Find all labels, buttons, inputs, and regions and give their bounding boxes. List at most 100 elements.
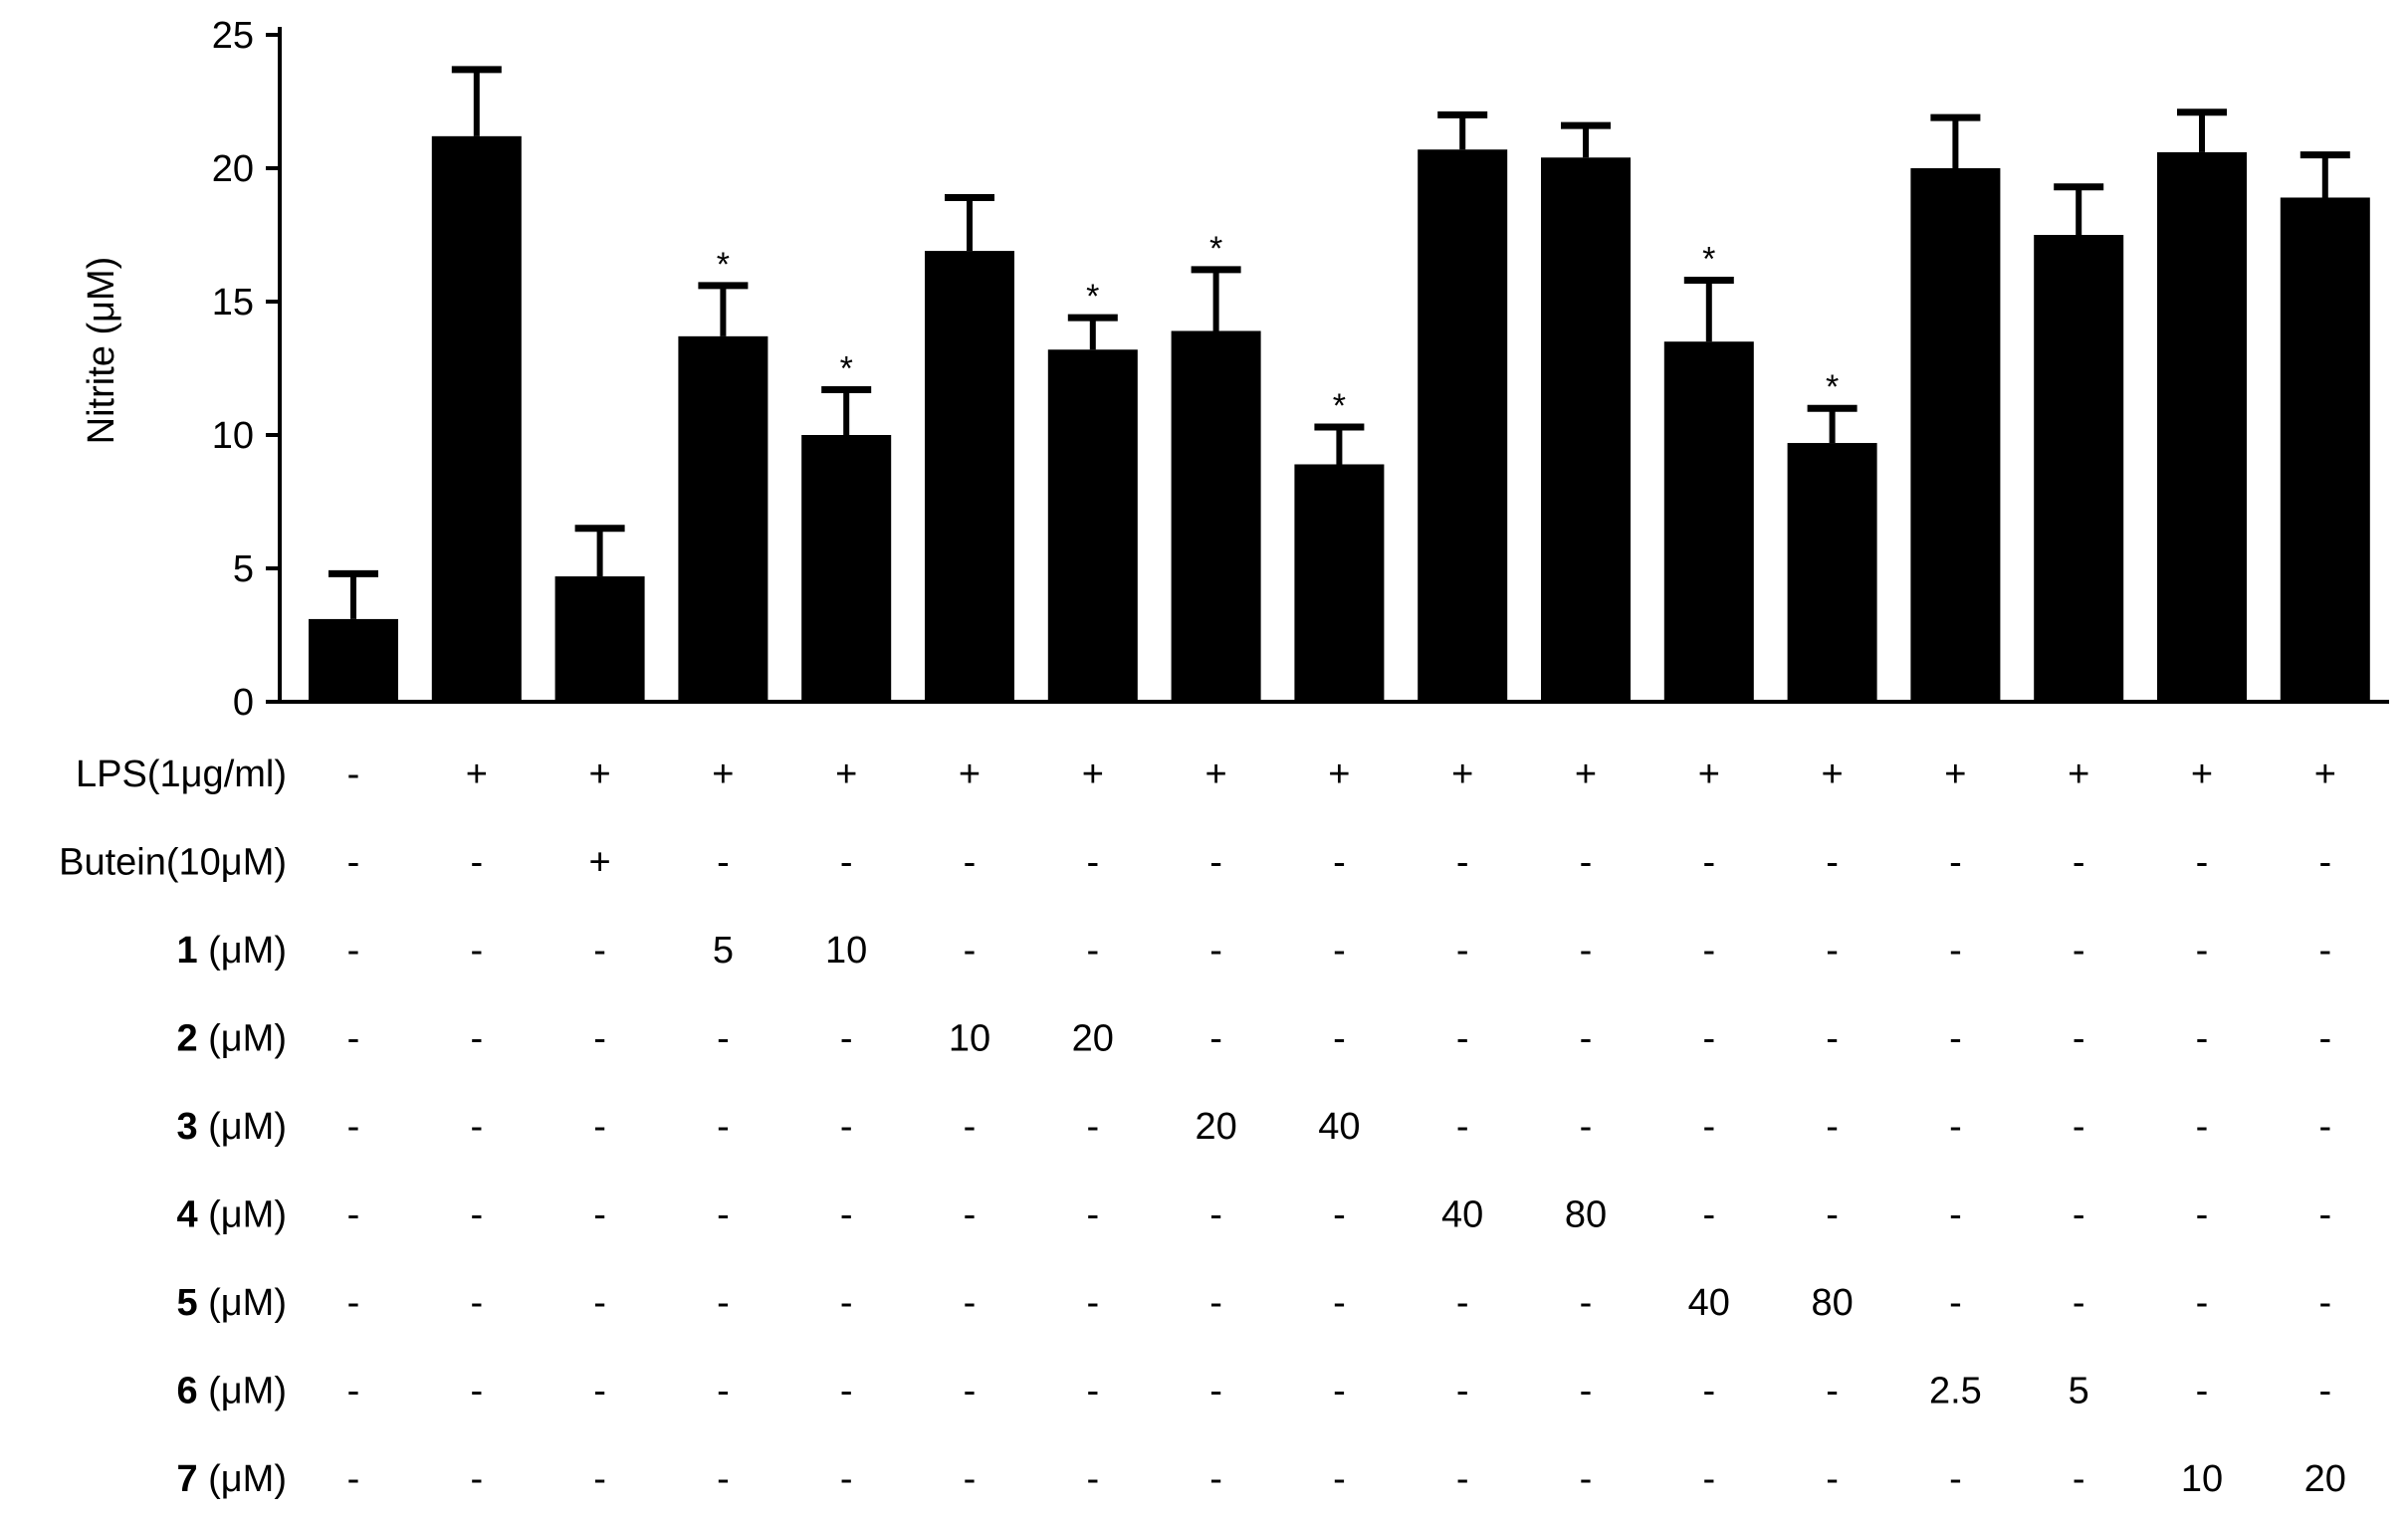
cell-r5-c6: - <box>1086 1194 1099 1236</box>
cell-r1-c12: - <box>1826 842 1839 884</box>
cell-r1-c3: - <box>717 842 730 884</box>
cell-r6-c5: - <box>964 1282 977 1324</box>
cell-r1-c4: - <box>840 842 853 884</box>
bar-2 <box>554 576 645 702</box>
cell-r8-c10: - <box>1580 1458 1593 1500</box>
cell-r0-c13: + <box>1944 754 1966 795</box>
row-label-text-6: (μM) <box>198 1282 287 1324</box>
significance-star-12: * <box>1826 368 1839 406</box>
significance-star-4: * <box>840 349 853 387</box>
cell-r0-c9: + <box>1451 754 1473 795</box>
cell-r0-c5: + <box>959 754 981 795</box>
row-label-6: 5 (μM) <box>176 1282 287 1324</box>
condition-table: LPS(1μg/ml) - + + + + + + + + + + + + + + + + Butein(10μM)… <box>59 754 2346 1500</box>
row-label-text-5: (μM) <box>198 1194 287 1236</box>
cell-r3-c14: - <box>2073 1018 2085 1060</box>
cell-r7-c13: 2.5 <box>1929 1371 1982 1412</box>
cell-r5-c10: 80 <box>1565 1194 1607 1236</box>
row-label-text-0: LPS(1μg/ml) <box>76 754 287 795</box>
cell-r5-c9: 40 <box>1441 1194 1483 1236</box>
cell-r7-c1: - <box>470 1371 483 1412</box>
cell-r6-c15: - <box>2196 1282 2209 1324</box>
chart-error-bars <box>328 66 2350 619</box>
significance-star-7: * <box>1209 230 1222 268</box>
cell-r2-c6: - <box>1086 930 1099 972</box>
cell-r1-c7: - <box>1209 842 1222 884</box>
cell-r5-c2: - <box>593 1194 606 1236</box>
cell-r3-c15: - <box>2196 1018 2209 1060</box>
significance-star-6: * <box>1086 278 1099 316</box>
cell-r5-c11: - <box>1702 1194 1715 1236</box>
cell-r3-c11: - <box>1702 1018 1715 1060</box>
cell-r0-c4: + <box>835 754 857 795</box>
cell-r6-c10: - <box>1580 1282 1593 1324</box>
cell-r3-c6: 20 <box>1072 1018 1114 1060</box>
cell-r7-c5: - <box>964 1371 977 1412</box>
significance-star-11: * <box>1702 241 1715 279</box>
cell-r8-c12: - <box>1826 1458 1839 1500</box>
row-label-number-5: 4 <box>176 1194 197 1236</box>
cell-r8-c14: - <box>2073 1458 2085 1500</box>
row-label-3: 2 (μM) <box>176 1018 287 1060</box>
cell-r8-c8: - <box>1333 1458 1346 1500</box>
row-label-number-6: 5 <box>176 1282 197 1324</box>
cell-r4-c12: - <box>1826 1106 1839 1148</box>
bar-0 <box>309 618 398 702</box>
bar-8 <box>1294 464 1385 702</box>
cell-r8-c3: - <box>717 1458 730 1500</box>
cell-r2-c7: - <box>1209 930 1222 972</box>
row-label-text-2: (μM) <box>198 930 287 972</box>
cell-r2-c15: - <box>2196 930 2209 972</box>
cell-r1-c11: - <box>1702 842 1715 884</box>
cell-r6-c2: - <box>593 1282 606 1324</box>
cell-r5-c16: - <box>2318 1194 2331 1236</box>
cell-r8-c2: - <box>593 1458 606 1500</box>
cell-r0-c8: + <box>1328 754 1350 795</box>
cell-r2-c14: - <box>2073 930 2085 972</box>
cell-r6-c12: 80 <box>1811 1282 1853 1324</box>
cell-r7-c10: - <box>1580 1371 1593 1412</box>
cell-r8-c16: 20 <box>2304 1458 2346 1500</box>
cell-r5-c8: - <box>1333 1194 1346 1236</box>
bar-10 <box>1541 157 1631 702</box>
cell-r4-c15: - <box>2196 1106 2209 1148</box>
bar-4 <box>801 435 892 702</box>
cell-r8-c11: - <box>1702 1458 1715 1500</box>
y-tick-label-0: 0 <box>233 682 254 724</box>
cell-r3-c9: - <box>1456 1018 1469 1060</box>
cell-r2-c12: - <box>1826 930 1839 972</box>
row-label-2: 1 (μM) <box>176 930 287 972</box>
cell-r3-c12: - <box>1826 1018 1839 1060</box>
cell-r6-c1: - <box>470 1282 483 1324</box>
cell-r1-c14: - <box>2073 842 2085 884</box>
cell-r4-c7: 20 <box>1195 1106 1236 1148</box>
y-tick-label-2: 10 <box>212 415 254 457</box>
bar-14 <box>2034 235 2124 702</box>
y-axis-title: Nitrite (μM) <box>81 257 122 445</box>
cell-r6-c8: - <box>1333 1282 1346 1324</box>
cell-r2-c8: - <box>1333 930 1346 972</box>
cell-r3-c4: - <box>840 1018 853 1060</box>
bar-9 <box>1418 149 1508 703</box>
cell-r5-c12: - <box>1826 1194 1839 1236</box>
bar-1 <box>431 135 522 703</box>
significance-star-3: * <box>717 246 730 284</box>
row-label-4: 3 (μM) <box>176 1106 287 1148</box>
cell-r7-c12: - <box>1826 1371 1839 1412</box>
cell-r5-c15: - <box>2196 1194 2209 1236</box>
cell-r7-c14: 5 <box>2069 1371 2089 1412</box>
cell-r1-c10: - <box>1580 842 1593 884</box>
cell-r0-c1: + <box>466 754 488 795</box>
cell-r4-c1: - <box>470 1106 483 1148</box>
cell-r6-c6: - <box>1086 1282 1099 1324</box>
cell-r4-c10: - <box>1580 1106 1593 1148</box>
cell-r0-c6: + <box>1082 754 1104 795</box>
bar-11 <box>1663 341 1754 702</box>
cell-r3-c8: - <box>1333 1018 1346 1060</box>
row-label-text-3: (μM) <box>198 1018 287 1060</box>
cell-r2-c9: - <box>1456 930 1469 972</box>
cell-r0-c3: + <box>712 754 734 795</box>
cell-r2-c10: - <box>1580 930 1593 972</box>
bar-13 <box>1910 168 2001 702</box>
cell-r7-c3: - <box>717 1371 730 1412</box>
